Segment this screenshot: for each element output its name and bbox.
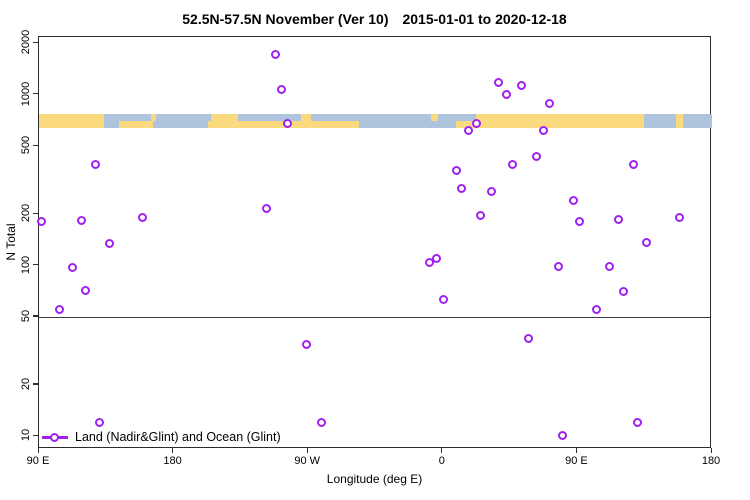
data-point	[502, 89, 511, 99]
land-segment	[300, 114, 311, 121]
x-tick	[441, 448, 443, 453]
data-point	[316, 417, 326, 427]
data-point	[604, 261, 614, 271]
data-point	[282, 119, 292, 129]
data-point	[137, 212, 147, 222]
data-point	[261, 203, 271, 213]
data-point	[471, 119, 481, 129]
y-tick	[33, 264, 38, 266]
data-point	[76, 215, 86, 225]
data-point	[270, 50, 280, 60]
x-tick	[37, 448, 39, 453]
x-tick-label: 90 W	[294, 455, 321, 467]
y-tick-label: 20	[20, 377, 32, 391]
y-tick-label: 200	[20, 203, 32, 223]
data-point	[493, 78, 503, 88]
land-segment	[475, 114, 645, 121]
y-tick	[33, 434, 38, 436]
data-point	[632, 417, 642, 427]
y-tick	[33, 93, 38, 95]
data-point	[104, 239, 114, 249]
data-point	[67, 263, 77, 273]
map-band-bottom	[39, 121, 712, 128]
data-point	[301, 340, 311, 350]
data-point	[574, 216, 584, 226]
data-point	[591, 304, 601, 314]
land-segment	[211, 114, 239, 121]
x-tick-label: 90 E	[565, 455, 588, 467]
data-point	[80, 285, 90, 295]
data-point	[451, 166, 461, 176]
data-point	[523, 334, 533, 344]
land-segment	[150, 114, 157, 121]
y-axis-title: N Total	[4, 223, 18, 261]
chart-title-range: 52.5N-57.5N November (Ver 10)	[182, 11, 389, 27]
y-tick	[33, 212, 38, 214]
x-tick	[172, 448, 174, 453]
data-point	[538, 126, 548, 136]
data-point	[613, 214, 623, 224]
data-point	[618, 286, 628, 296]
data-point	[431, 254, 441, 264]
legend-label: Land (Nadir&Glint) and Ocean (Glint)	[75, 430, 281, 444]
x-tick-label: 90 E	[26, 455, 50, 467]
data-point	[90, 160, 100, 170]
data-point	[568, 195, 578, 205]
data-point	[516, 81, 526, 91]
x-tick-label: 180	[701, 455, 721, 467]
data-point	[475, 210, 485, 220]
data-point	[628, 160, 638, 170]
x-tick	[710, 448, 712, 453]
y-tick-label: 500	[20, 135, 32, 155]
y-tick-label: 2000	[20, 30, 32, 55]
data-point	[557, 431, 567, 441]
chart-title: 52.5N-57.5N November (Ver 10) 2015-01-01 …	[38, 11, 711, 27]
y-tick	[33, 315, 38, 317]
land-segment	[431, 114, 439, 121]
data-point	[531, 152, 541, 162]
reference-line-n50	[39, 316, 710, 318]
y-tick-label: 10	[20, 429, 32, 442]
data-point	[507, 160, 517, 170]
chart-title-dates: 2015-01-01 to 2020-12-18	[402, 11, 567, 27]
map-band-top	[39, 114, 712, 121]
data-point	[54, 304, 64, 314]
x-tick-label: 0	[438, 455, 445, 467]
data-point	[641, 238, 651, 248]
data-point	[486, 186, 496, 196]
data-point	[94, 417, 104, 427]
x-tick-label: 180	[163, 455, 182, 467]
land-segment	[39, 121, 105, 128]
legend-open-circle-marker	[50, 432, 59, 442]
data-point	[438, 294, 448, 304]
land-segment	[119, 121, 153, 128]
y-tick	[33, 144, 38, 146]
y-tick-label: 1000	[20, 81, 32, 106]
y-tick	[33, 383, 38, 385]
data-point	[456, 184, 466, 194]
x-tick	[575, 448, 578, 453]
data-point	[553, 261, 563, 271]
land-segment	[676, 114, 684, 121]
land-segment	[456, 121, 645, 128]
y-tick-label: 50	[20, 309, 32, 323]
data-point	[674, 212, 684, 222]
x-tick	[306, 448, 308, 453]
x-axis-title: Longitude (deg E)	[326, 472, 423, 486]
y-tick	[33, 41, 38, 44]
data-point	[276, 85, 286, 95]
data-point	[463, 126, 473, 136]
y-tick-label: 100	[20, 255, 32, 274]
plot-area	[36, 36, 712, 448]
land-segment	[39, 114, 105, 121]
data-point	[36, 216, 46, 226]
data-point	[544, 99, 554, 109]
land-segment	[676, 121, 684, 128]
